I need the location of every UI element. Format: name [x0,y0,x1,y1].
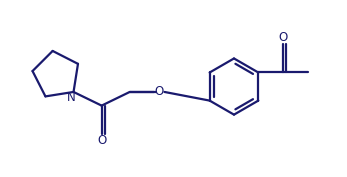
Text: O: O [97,134,106,147]
Text: O: O [278,31,287,44]
Text: N: N [67,91,76,104]
Text: O: O [154,85,164,98]
